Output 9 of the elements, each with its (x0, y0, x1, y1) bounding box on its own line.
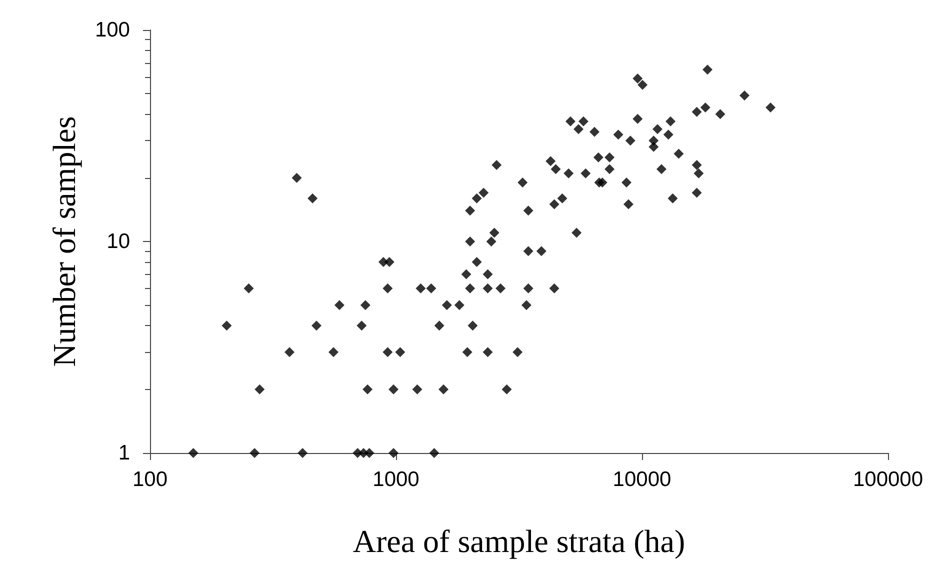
y-tick-label: 100 (94, 18, 130, 42)
x-tick-label: 1000 (372, 468, 420, 491)
x-axis-title: Area of sample strata (ha) (352, 523, 686, 559)
y-tick-label: 1 (118, 442, 130, 464)
y-tick-label: 10 (106, 230, 130, 253)
x-tick-label: 100000 (852, 468, 924, 491)
x-tick-label: 10000 (612, 468, 672, 491)
y-axis-title: Number of samples (46, 116, 82, 367)
x-tick-label: 100 (132, 468, 168, 491)
